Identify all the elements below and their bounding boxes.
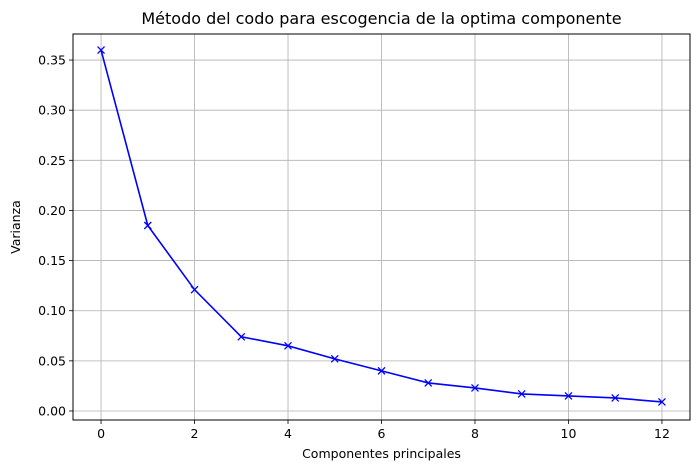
y-tick-label: 0.20 [38, 203, 66, 218]
data-point [611, 393, 620, 402]
y-tick-label: 0.30 [38, 103, 66, 118]
y-tick-label: 0.05 [38, 353, 66, 368]
data-point [237, 332, 246, 341]
series-group [97, 46, 666, 406]
x-tick-label: 8 [471, 426, 479, 441]
y-tick-label: 0.00 [38, 403, 66, 418]
grid [73, 34, 690, 420]
x-axis-label: Componentes principales [302, 446, 461, 461]
x-tick-label: 10 [561, 426, 577, 441]
data-point [330, 354, 339, 363]
y-axis-label: Varianza [8, 200, 23, 254]
x-tick-label: 12 [654, 426, 670, 441]
chart-title: Método del codo para escogencia de la op… [141, 9, 621, 28]
x-tick-label: 4 [284, 426, 292, 441]
x-tick-label: 0 [97, 426, 105, 441]
data-point [471, 383, 479, 392]
data-point [657, 397, 666, 406]
data-point [424, 378, 433, 387]
y-tick-label: 0.10 [38, 303, 66, 318]
x-axis: 0 2 4 6 8 10 12 [97, 420, 670, 441]
y-tick-label: 0.25 [38, 153, 66, 168]
data-point [97, 46, 106, 55]
data-point [143, 221, 152, 230]
data-point [517, 389, 526, 398]
y-tick-label: 0.15 [38, 253, 66, 268]
x-tick-label: 6 [378, 426, 386, 441]
data-point [377, 366, 386, 375]
data-point [284, 341, 292, 350]
data-point [564, 391, 573, 400]
y-tick-label: 0.35 [38, 53, 66, 68]
data-point [190, 285, 199, 294]
x-tick-label: 2 [191, 426, 199, 441]
y-axis: 0.00 0.05 0.10 0.15 0.20 0.25 0.30 0.35 [38, 53, 73, 418]
